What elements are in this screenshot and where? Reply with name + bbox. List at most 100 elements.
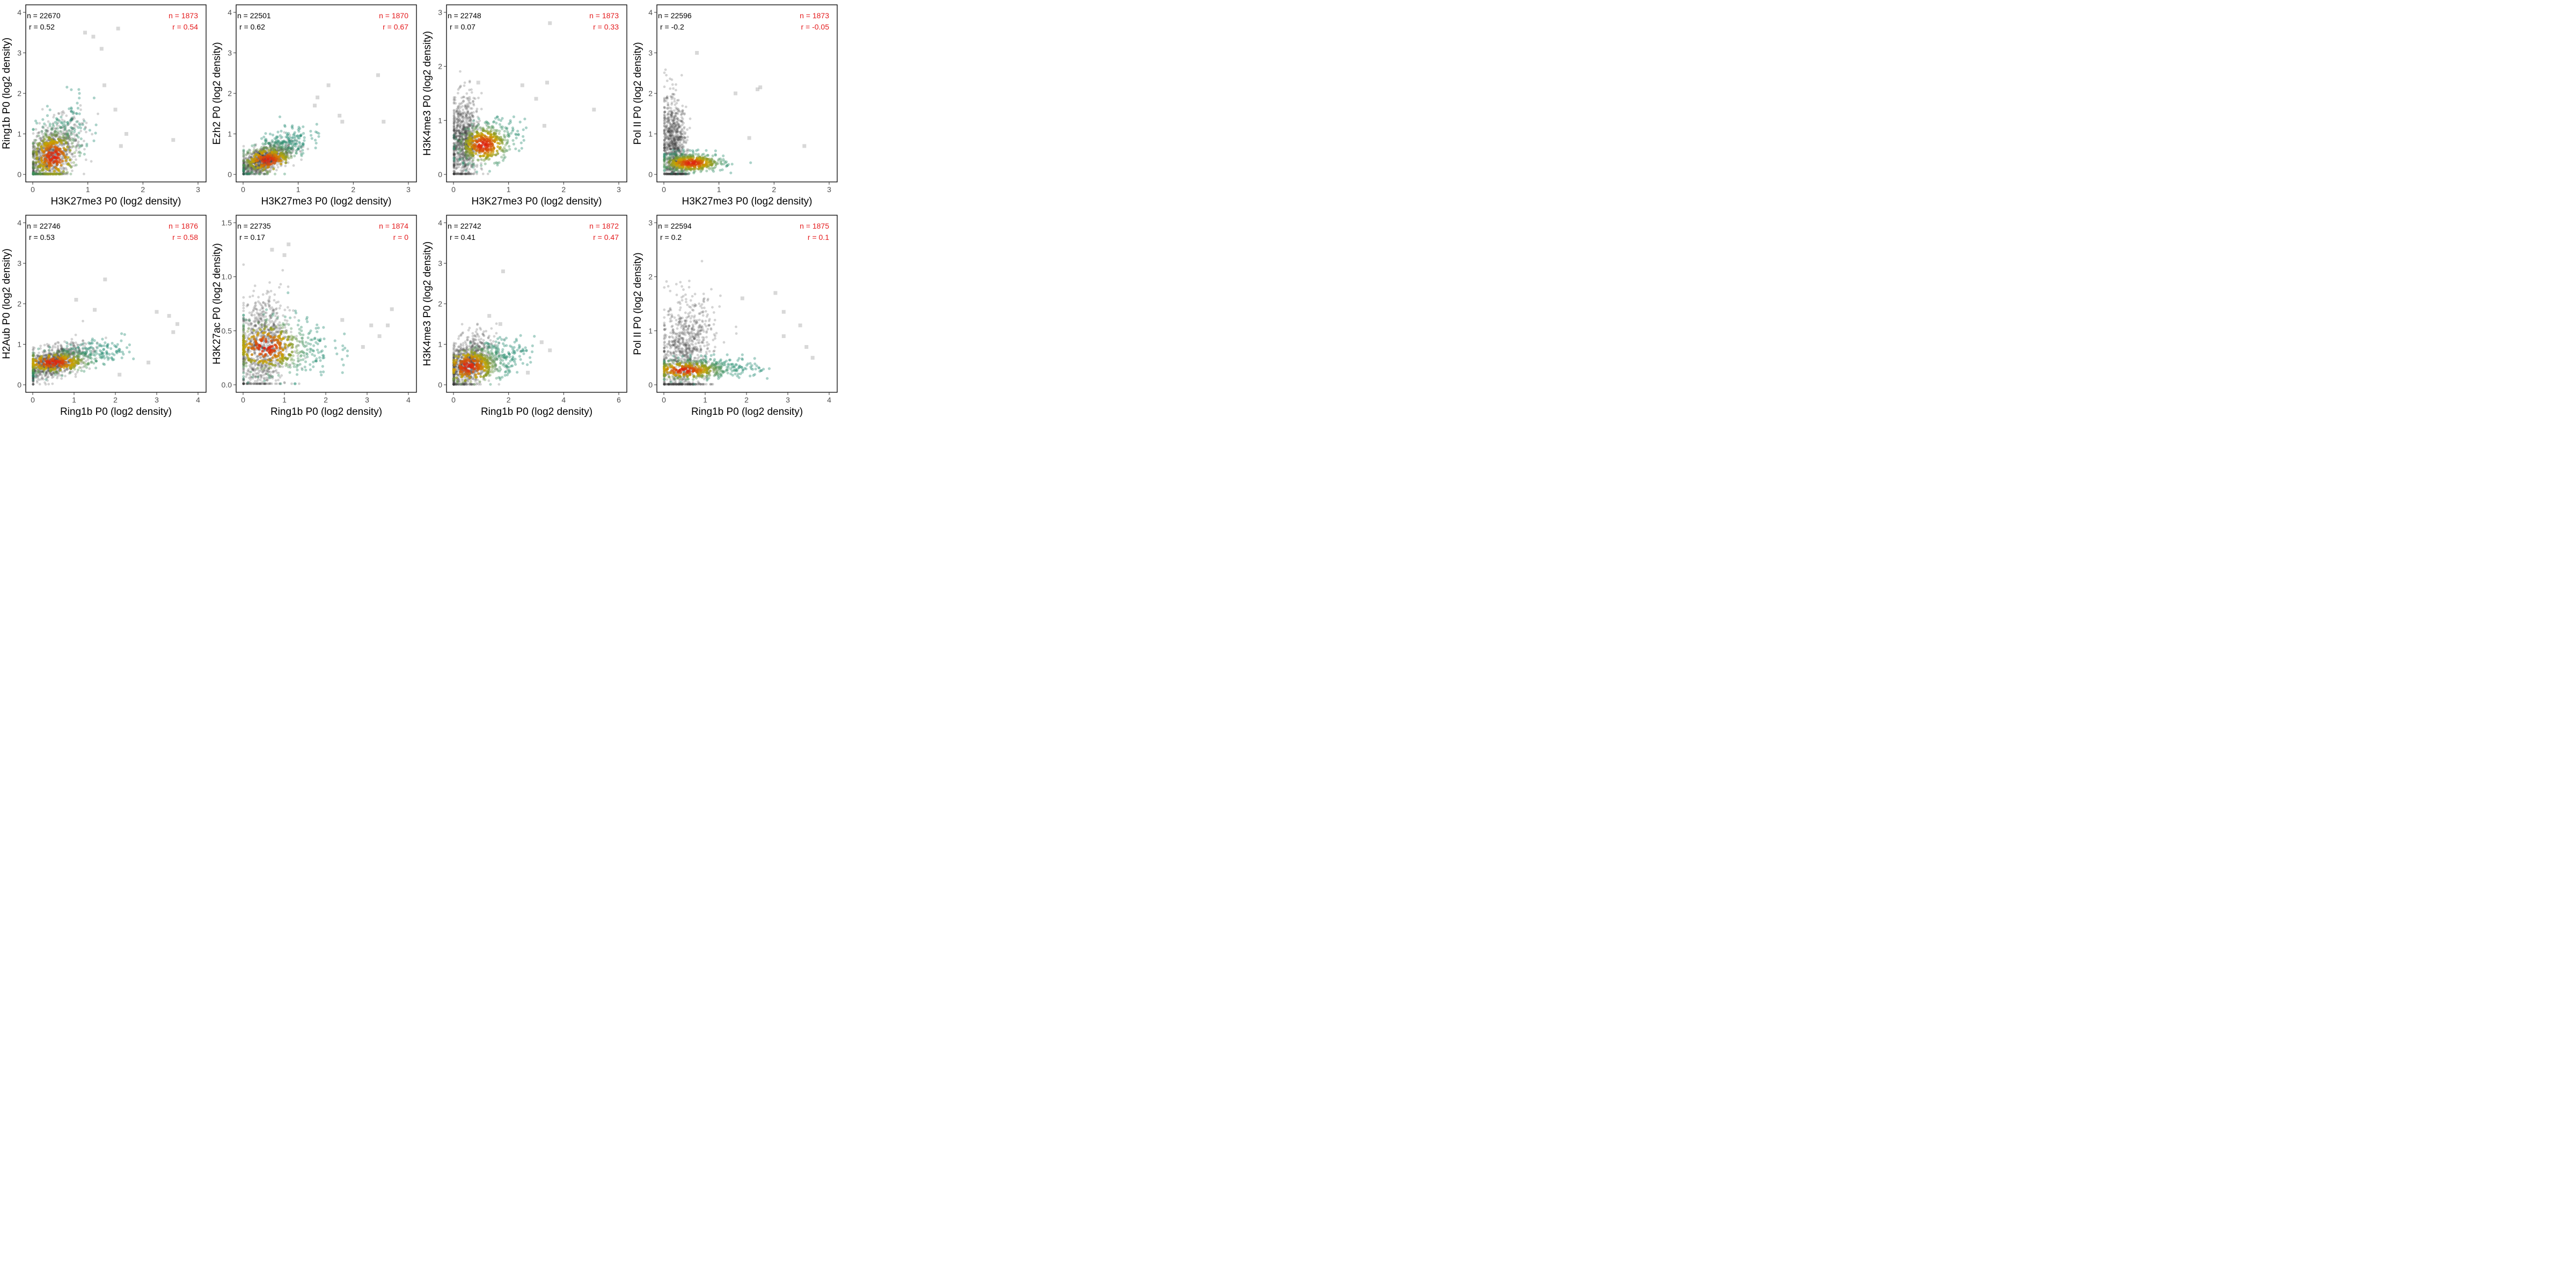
highlight-point <box>242 150 245 153</box>
highlight-point <box>499 126 502 129</box>
background-point <box>292 164 295 167</box>
highlight-point <box>42 150 45 154</box>
highlight-point <box>469 138 472 142</box>
background-point <box>677 119 680 122</box>
background-point <box>39 154 42 157</box>
background-point <box>664 172 667 175</box>
background-point <box>32 172 35 175</box>
highlight-point <box>63 139 66 142</box>
highlight-point <box>516 129 519 133</box>
background-point <box>463 84 466 87</box>
background-point <box>58 125 61 128</box>
highlight-point <box>260 156 263 159</box>
highlight-point <box>78 154 82 157</box>
background-point <box>673 100 676 103</box>
highlight-point <box>71 141 74 145</box>
background-point <box>681 104 684 107</box>
highlight-point <box>460 148 463 151</box>
outlier-point <box>119 144 123 148</box>
background-point <box>61 127 64 130</box>
highlight-point <box>279 142 282 145</box>
highlight-point <box>55 163 58 166</box>
background-point <box>39 137 42 140</box>
background-point <box>275 169 278 172</box>
background-point <box>65 130 68 133</box>
highlight-point <box>43 158 47 161</box>
highlight-point <box>72 138 76 142</box>
outlier-point <box>338 114 342 118</box>
background-point <box>284 164 287 167</box>
background-point <box>35 172 38 175</box>
highlight-point <box>68 137 71 140</box>
highlight-point <box>35 151 38 155</box>
background-point <box>52 133 55 136</box>
background-point <box>47 129 49 133</box>
highlight-point <box>66 133 69 136</box>
highlight-point <box>52 172 55 175</box>
highlight-point <box>479 155 482 158</box>
highlight-point <box>36 147 39 150</box>
background-point <box>665 148 669 151</box>
background-point <box>464 105 467 108</box>
outlier-point <box>313 104 317 108</box>
highlight-point <box>246 172 250 175</box>
n-subset-label: n = 1870 <box>379 11 408 20</box>
highlight-point <box>248 165 251 168</box>
background-point <box>32 172 35 175</box>
background-point <box>663 119 666 122</box>
background-point <box>41 108 44 111</box>
background-point <box>663 97 666 100</box>
background-point <box>32 172 35 175</box>
background-point <box>70 161 73 164</box>
highlight-point <box>475 170 479 173</box>
background-point <box>457 92 459 95</box>
background-point <box>462 112 465 115</box>
background-point <box>41 172 43 175</box>
background-point <box>668 144 671 148</box>
background-point <box>663 85 666 89</box>
outlier-point <box>83 31 87 35</box>
highlight-point <box>50 134 54 137</box>
background-point <box>58 135 61 138</box>
background-point <box>475 109 478 113</box>
highlight-point <box>46 105 49 108</box>
highlight-point <box>489 133 492 136</box>
background-point <box>686 135 689 138</box>
highlight-point <box>464 169 467 172</box>
background-point <box>68 146 71 149</box>
background-point <box>62 144 65 147</box>
background-point <box>680 74 683 77</box>
highlight-point <box>64 155 67 158</box>
highlight-point <box>253 166 257 170</box>
background-point <box>669 109 671 113</box>
highlight-point <box>467 149 470 152</box>
highlight-point <box>48 151 51 154</box>
r-subset-label: r = 0.33 <box>593 23 619 31</box>
background-point <box>665 141 669 144</box>
background-point <box>32 172 35 175</box>
highlight-point <box>255 159 258 163</box>
highlight-point <box>40 145 43 148</box>
highlight-point <box>66 121 69 125</box>
background-point <box>32 153 35 156</box>
background-point <box>675 106 677 109</box>
background-point <box>480 168 484 171</box>
background-point <box>456 155 459 158</box>
highlight-point <box>486 148 489 151</box>
highlight-point <box>56 127 59 130</box>
highlight-point <box>43 138 46 141</box>
highlight-point <box>315 122 318 126</box>
highlight-point <box>68 129 71 132</box>
highlight-point <box>36 142 39 145</box>
y-tick-label: 4 <box>228 8 232 17</box>
background-point <box>32 160 35 163</box>
highlight-point <box>37 172 40 175</box>
highlight-point <box>59 136 62 139</box>
background-point <box>34 142 37 145</box>
highlight-point <box>48 125 52 128</box>
x-tick-label: 0 <box>31 185 35 194</box>
point-layer <box>663 51 807 175</box>
background-point <box>306 148 310 150</box>
highlight-point <box>481 133 484 136</box>
background-point <box>32 162 35 164</box>
